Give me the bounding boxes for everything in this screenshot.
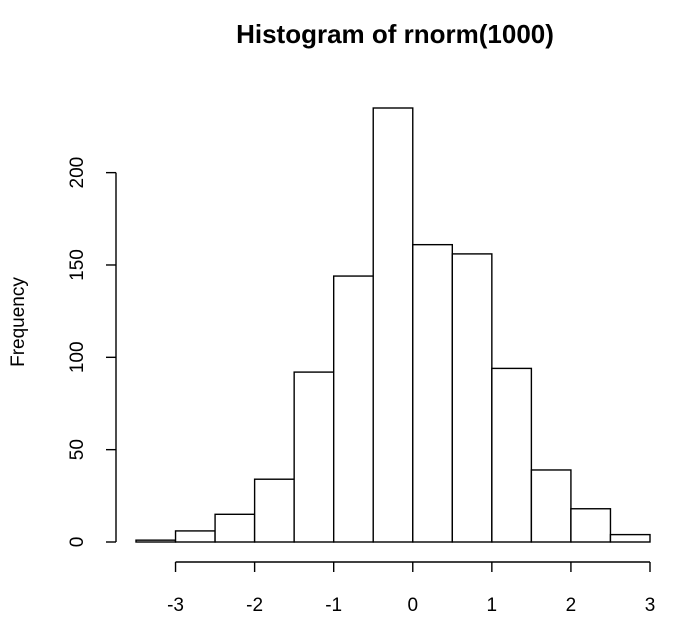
histogram-bar — [135, 539, 177, 543]
chart-title: Histogram of rnorm(1000) — [236, 19, 554, 49]
x-tick-label: -3 — [167, 595, 184, 616]
histogram-bar — [412, 243, 454, 543]
x-tick-label: -1 — [325, 595, 342, 616]
x-tick-label: 1 — [487, 595, 498, 616]
histogram-bars — [135, 107, 651, 543]
histogram-bar — [372, 107, 414, 543]
y-tick-label: 100 — [67, 341, 88, 373]
x-tick-label: -2 — [246, 595, 263, 616]
x-tick-label: 0 — [407, 595, 418, 616]
x-axis: -3 -2 -1 0 1 2 3 — [167, 561, 656, 616]
y-tick-label: 200 — [67, 157, 88, 189]
histogram-bar — [293, 371, 335, 543]
x-tick-label: 2 — [566, 595, 577, 616]
histogram-bar — [332, 275, 374, 543]
y-tick-label: 50 — [67, 439, 88, 460]
y-tick-label: 0 — [67, 537, 88, 548]
histogram-bar — [491, 367, 533, 543]
histogram-bar — [530, 469, 572, 543]
y-tick-label: 150 — [67, 249, 88, 281]
y-axis: 0 50 100 150 200 — [67, 157, 117, 548]
histogram-bar — [214, 513, 256, 543]
x-tick-label: 3 — [645, 595, 656, 616]
histogram-bar — [570, 508, 612, 543]
histogram-bar — [253, 478, 295, 543]
histogram-bar — [609, 533, 651, 543]
histogram-bar — [451, 253, 493, 543]
histogram-bar — [174, 530, 216, 543]
y-axis-label: Frequency — [8, 277, 29, 367]
